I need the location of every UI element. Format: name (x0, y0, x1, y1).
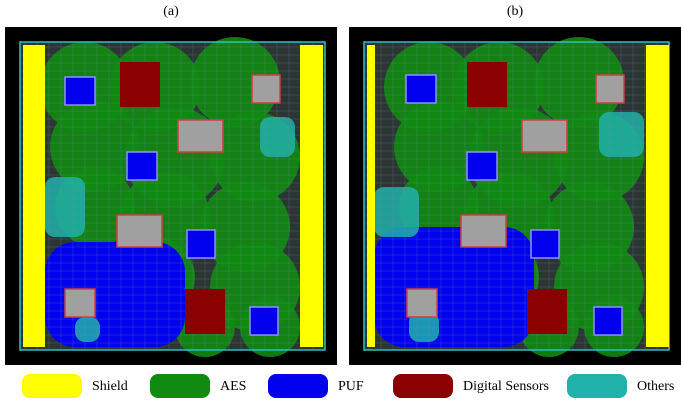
aes-region (534, 37, 624, 127)
puf-block (593, 306, 623, 336)
sensor (185, 289, 225, 334)
macro (251, 74, 281, 104)
puf-block (186, 229, 216, 259)
macro (116, 214, 163, 248)
puf-block (126, 151, 158, 181)
sensor (527, 289, 567, 334)
shield (23, 45, 45, 347)
sensor (467, 62, 507, 107)
panel-label: (a) (163, 4, 179, 19)
legend-swatch (150, 374, 210, 398)
layout-panel (349, 27, 681, 365)
core-border (19, 41, 326, 351)
legend-label: PUF (338, 379, 364, 394)
macro (521, 119, 568, 153)
sensor (120, 62, 160, 107)
macro (64, 288, 96, 318)
macro (460, 214, 507, 248)
legend-label: Digital Sensors (463, 379, 549, 394)
puf-block (530, 229, 560, 259)
macro (406, 288, 438, 318)
macro (595, 74, 625, 104)
legend-swatch (22, 374, 82, 398)
aes-region (50, 102, 140, 192)
other-region (599, 112, 644, 157)
legend-swatch (393, 374, 453, 398)
legend-swatch (268, 374, 328, 398)
layout-panel (5, 27, 337, 365)
puf-block (64, 76, 96, 106)
aes-region (190, 37, 280, 127)
legend-label: Others (637, 379, 674, 394)
other-region (75, 317, 100, 342)
macro (177, 119, 224, 153)
legend-swatch (567, 374, 627, 398)
other-region (374, 187, 419, 237)
shield (646, 45, 669, 347)
puf-block (405, 74, 437, 104)
shield (300, 45, 323, 347)
puf-block (249, 306, 279, 336)
legend-label: AES (220, 379, 246, 394)
puf-block (466, 151, 498, 181)
shield (367, 45, 375, 347)
aes-region (394, 102, 484, 192)
panel-label: (b) (507, 4, 524, 19)
legend-label: Shield (92, 379, 128, 394)
